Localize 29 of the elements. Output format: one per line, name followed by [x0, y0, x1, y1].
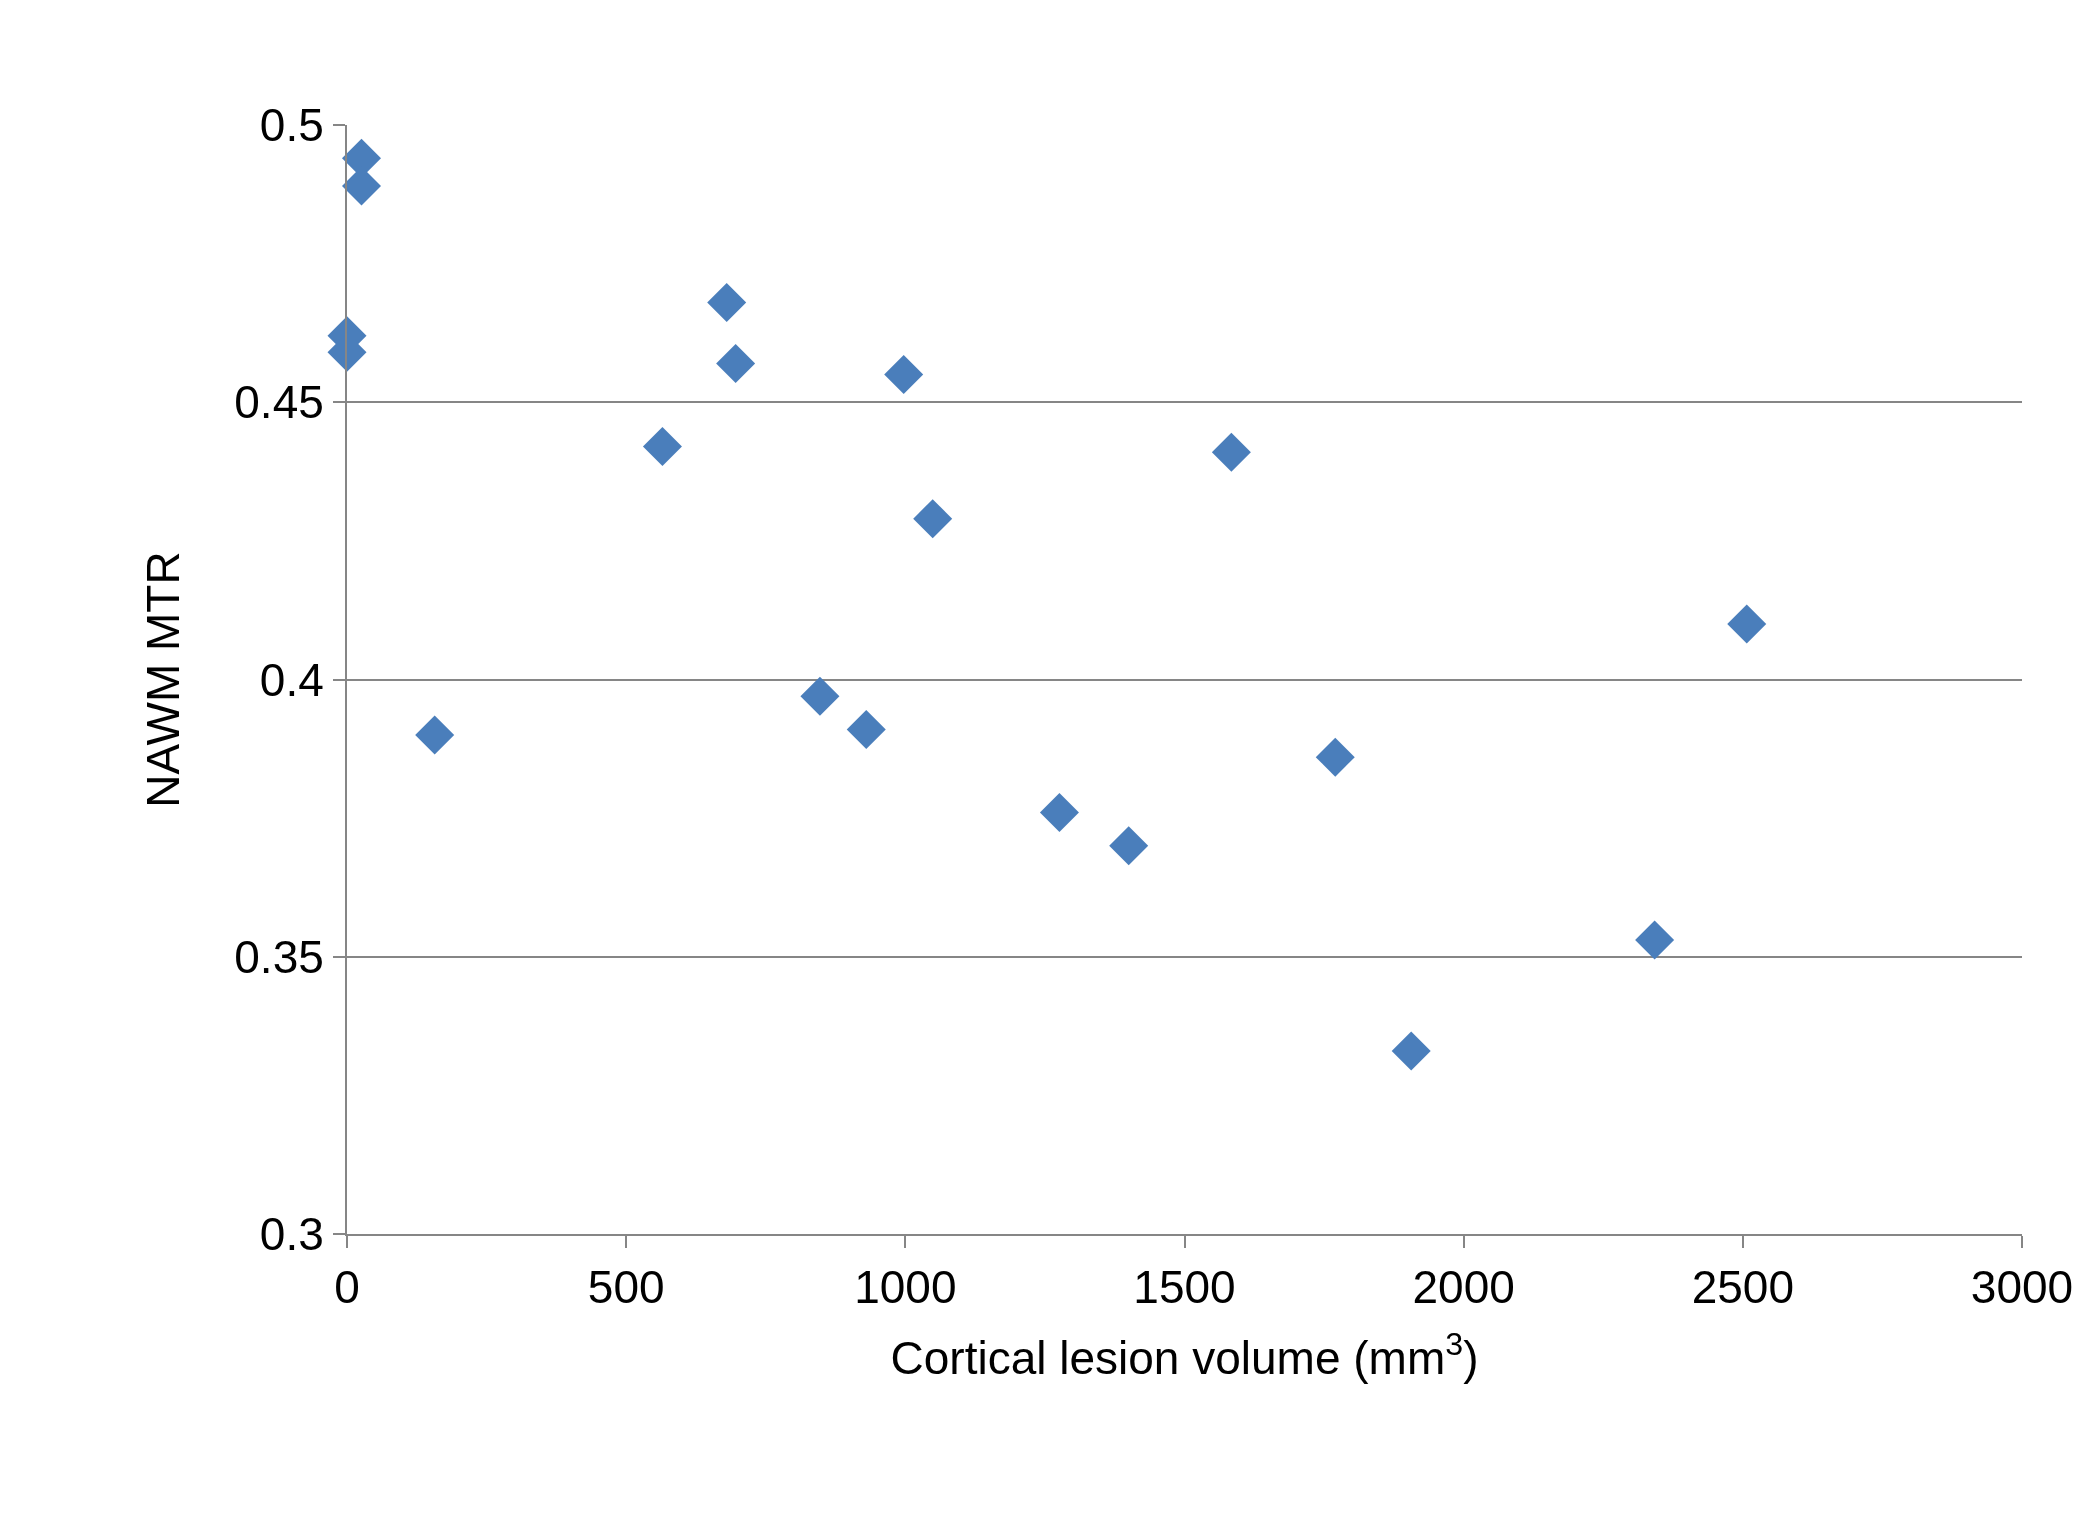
x-axis-title: Cortical lesion volume (mm$^{3}$) — [890, 1326, 1479, 1385]
point — [1727, 604, 1767, 644]
point — [1315, 737, 1355, 777]
point — [1109, 826, 1149, 866]
point — [913, 499, 953, 539]
y-tick-label: 0.4 — [259, 653, 324, 706]
x-tick-label: 3000 — [1970, 1261, 2074, 1314]
point — [642, 427, 682, 467]
y-tick-label: 0.45 — [234, 376, 324, 429]
y-axis-title: NAWM MTR — [137, 551, 190, 808]
x-tick-label: 2000 — [1412, 1261, 1515, 1314]
x-tick-label: 1000 — [854, 1261, 957, 1314]
point — [1635, 920, 1675, 960]
y-tick-label: 0.5 — [259, 99, 324, 152]
x-tick-label: 1500 — [1133, 1261, 1236, 1314]
x-tick-label: 0 — [334, 1261, 360, 1314]
point — [846, 709, 886, 749]
y-tick-label: 0.3 — [259, 1208, 324, 1261]
y-tick-label: 0.35 — [234, 930, 324, 983]
point — [1211, 432, 1251, 472]
point — [884, 355, 924, 395]
point — [415, 715, 455, 755]
point — [1039, 793, 1079, 833]
point — [707, 282, 747, 322]
x-tick-label: 2500 — [1691, 1261, 1794, 1314]
x-tick-label: 500 — [587, 1261, 665, 1314]
point — [716, 343, 756, 383]
point — [1391, 1031, 1431, 1071]
point — [800, 676, 840, 716]
